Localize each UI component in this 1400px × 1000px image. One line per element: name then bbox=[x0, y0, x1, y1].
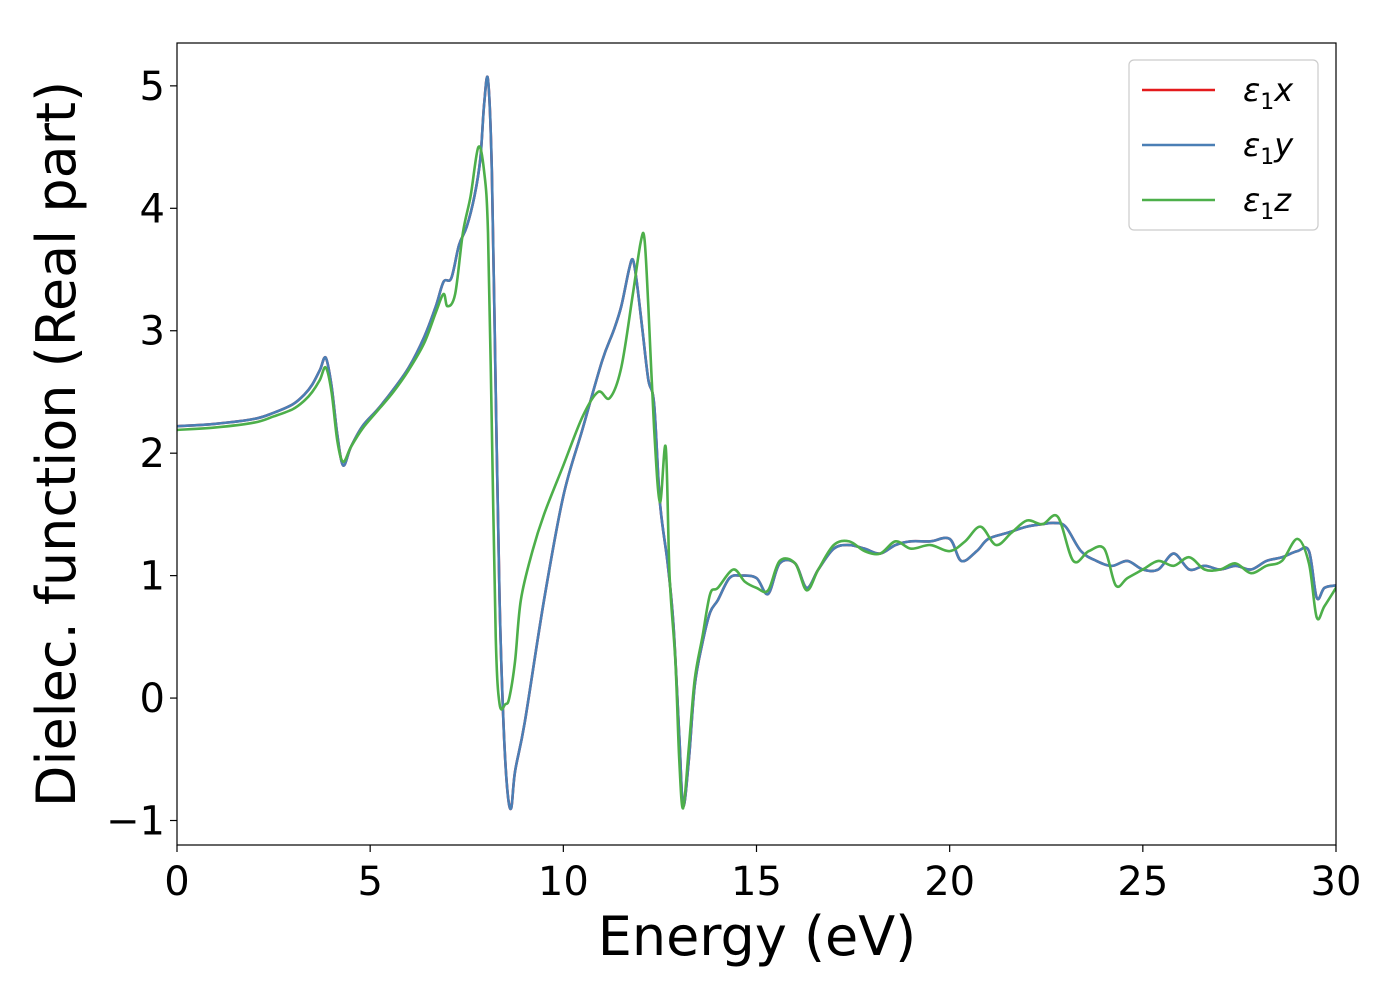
legend-symbol: ε bbox=[1243, 126, 1260, 164]
x-axis-label: Energy (eV) bbox=[598, 905, 917, 968]
series-layer bbox=[177, 75, 1336, 811]
legend-subscript: 1 bbox=[1260, 200, 1274, 225]
legend-axis: x bbox=[1273, 71, 1294, 109]
x-tick-label: 10 bbox=[538, 859, 589, 905]
x-axis-ticks: 0 5 10 15 20 25 30 bbox=[164, 845, 1361, 905]
y-axis-label: Dielec. function (Real part) bbox=[25, 81, 88, 807]
x-tick-label: 15 bbox=[731, 859, 782, 905]
y-axis-ticks: −1 0 1 2 3 4 5 bbox=[106, 64, 177, 845]
x-tick-label: 20 bbox=[924, 859, 975, 905]
legend-subscript: 1 bbox=[1260, 90, 1274, 115]
x-tick-label: 30 bbox=[1311, 859, 1362, 905]
series-line-z bbox=[177, 145, 1336, 810]
legend-symbol: ε bbox=[1243, 181, 1260, 219]
legend-axis: y bbox=[1273, 126, 1294, 164]
legend-frame bbox=[1128, 59, 1319, 231]
y-tick-label: 5 bbox=[140, 64, 165, 110]
y-tick-label: 0 bbox=[140, 676, 165, 722]
y-tick-label: 3 bbox=[140, 309, 165, 355]
legend-label-y: ε1y bbox=[1243, 126, 1294, 170]
x-tick-label: 25 bbox=[1117, 859, 1168, 905]
legend-label-x: ε1x bbox=[1243, 71, 1294, 115]
y-tick-label: 1 bbox=[140, 554, 165, 600]
y-tick-label: 4 bbox=[140, 186, 165, 232]
legend-subscript: 1 bbox=[1260, 145, 1274, 170]
legend-symbol: ε bbox=[1243, 71, 1260, 109]
y-tick-label: 2 bbox=[140, 431, 165, 477]
y-tick-label: −1 bbox=[106, 799, 165, 845]
x-tick-label: 5 bbox=[357, 859, 382, 905]
legend-label-z: ε1z bbox=[1243, 181, 1292, 225]
legend-axis: z bbox=[1273, 181, 1292, 219]
x-tick-label: 0 bbox=[164, 859, 189, 905]
